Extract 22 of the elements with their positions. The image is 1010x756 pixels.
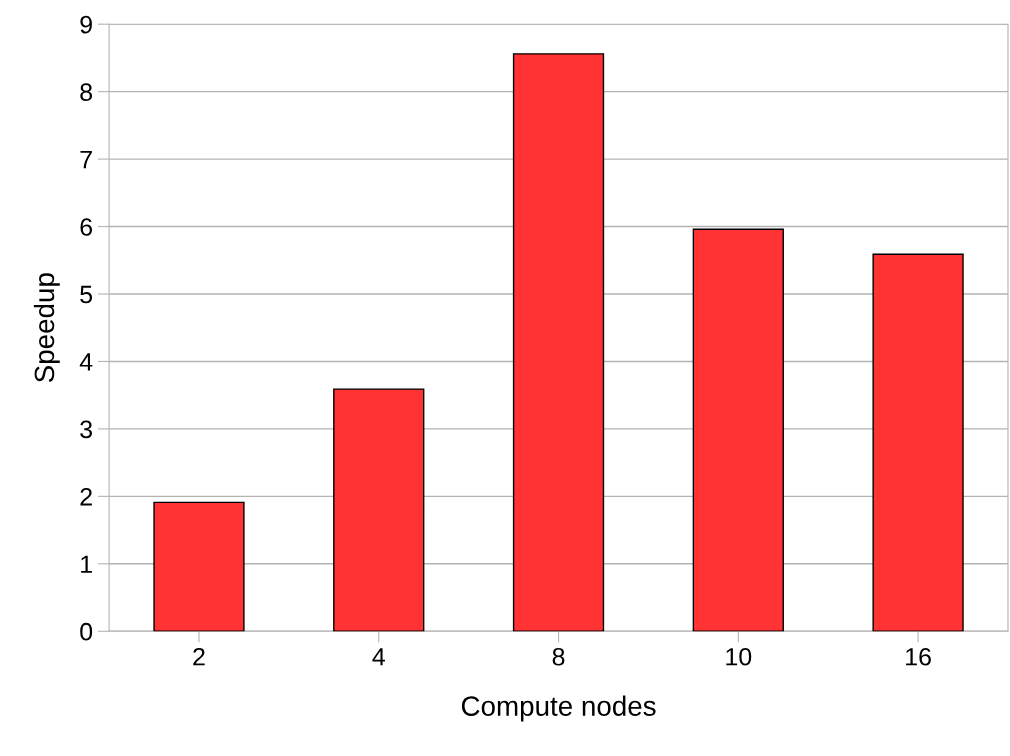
bar — [153, 501, 245, 632]
x-tick-label: 16 — [906, 647, 931, 666]
y-tick-label: 9 — [80, 15, 92, 34]
x-axis-title: Compute nodes — [461, 695, 656, 722]
bar — [333, 388, 425, 632]
y-tick-label: 1 — [81, 555, 92, 573]
y-tick-label: 7 — [80, 150, 92, 169]
y-axis-title: Speedup — [33, 273, 60, 383]
y-tick-label: 4 — [79, 353, 93, 371]
x-tick-label: 8 — [552, 647, 565, 666]
y-tick-label: 0 — [80, 622, 93, 641]
x-tick-label: 4 — [372, 648, 385, 666]
bar — [512, 53, 605, 632]
bar — [872, 253, 964, 632]
x-tick-label: 2 — [193, 647, 205, 666]
y-tick-label: 5 — [80, 285, 93, 304]
y-tick-label: 3 — [80, 420, 93, 439]
bar — [692, 228, 784, 632]
y-tick-label: 6 — [80, 218, 93, 236]
x-tick-label: 10 — [726, 647, 752, 666]
y-tick-label: 2 — [80, 487, 92, 506]
y-tick-label: 8 — [80, 83, 93, 101]
